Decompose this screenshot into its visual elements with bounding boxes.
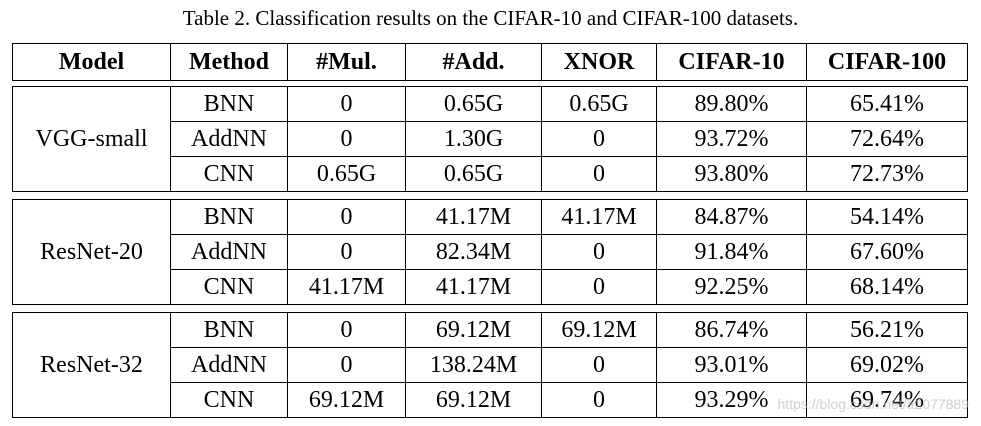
group-table-resnet-20: ResNet-20 BNN 0 41.17M 41.17M 84.87% 54.… bbox=[12, 199, 968, 305]
add-cell: 1.30G bbox=[405, 121, 542, 157]
model-cell: VGG-small bbox=[12, 86, 171, 192]
header-table: Model Method #Mul. #Add. XNOR CIFAR-10 C… bbox=[12, 43, 968, 81]
table-row: CNN 0.65G 0.65G 0 93.80% 72.73% bbox=[13, 156, 968, 192]
header-cifar100: CIFAR-100 bbox=[806, 43, 968, 81]
add-cell: 69.12M bbox=[405, 312, 542, 348]
xnor-cell: 69.12M bbox=[541, 312, 657, 348]
cifar100-cell: 56.21% bbox=[806, 312, 968, 348]
method-cell: CNN bbox=[170, 269, 288, 305]
cifar10-cell: 93.01% bbox=[656, 347, 807, 383]
cifar10-cell: 93.80% bbox=[656, 156, 807, 192]
method-cell: CNN bbox=[170, 156, 288, 192]
cifar10-cell: 93.72% bbox=[656, 121, 807, 157]
add-cell: 41.17M bbox=[405, 199, 542, 235]
cifar10-cell: 92.25% bbox=[656, 269, 807, 305]
cifar10-cell: 84.87% bbox=[656, 199, 807, 235]
xnor-cell: 41.17M bbox=[541, 199, 657, 235]
method-cell: BNN bbox=[170, 199, 288, 235]
xnor-cell: 0 bbox=[541, 269, 657, 305]
method-cell: BNN bbox=[170, 86, 288, 122]
header-cifar10: CIFAR-10 bbox=[656, 43, 807, 81]
mul-cell: 0 bbox=[287, 312, 406, 348]
model-cell: ResNet-20 bbox=[12, 199, 171, 305]
cifar100-cell: 72.64% bbox=[806, 121, 968, 157]
xnor-cell: 0 bbox=[541, 121, 657, 157]
table-row: CNN 69.12M 69.12M 0 93.29% 69.74% bbox=[13, 382, 968, 418]
cifar100-cell: 65.41% bbox=[806, 86, 968, 122]
mul-cell: 41.17M bbox=[287, 269, 406, 305]
cifar10-cell: 91.84% bbox=[656, 234, 807, 270]
add-cell: 82.34M bbox=[405, 234, 542, 270]
header-mul: #Mul. bbox=[287, 43, 406, 81]
cifar10-cell: 93.29% bbox=[656, 382, 807, 418]
add-cell: 0.65G bbox=[405, 156, 542, 192]
add-cell: 0.65G bbox=[405, 86, 542, 122]
table-row: ResNet-20 BNN 0 41.17M 41.17M 84.87% 54.… bbox=[12, 199, 968, 305]
cifar100-cell: 69.74% bbox=[806, 382, 968, 418]
table-row: AddNN 0 138.24M 0 93.01% 69.02% bbox=[13, 347, 968, 383]
header-add: #Add. bbox=[405, 43, 542, 81]
table-caption: Table 2. Classification results on the C… bbox=[182, 6, 799, 30]
header-xnor: XNOR bbox=[541, 43, 657, 81]
method-cell: AddNN bbox=[170, 347, 288, 383]
mul-cell: 0 bbox=[287, 121, 406, 157]
table-row: CNN 41.17M 41.17M 0 92.25% 68.14% bbox=[13, 269, 968, 305]
table-row: ResNet-32 BNN 0 69.12M 69.12M 86.74% 56.… bbox=[12, 312, 968, 418]
method-cell: BNN bbox=[170, 312, 288, 348]
xnor-cell: 0 bbox=[541, 156, 657, 192]
add-cell: 138.24M bbox=[405, 347, 542, 383]
method-cell: AddNN bbox=[170, 121, 288, 157]
table-row: AddNN 0 1.30G 0 93.72% 72.64% bbox=[13, 121, 968, 157]
cifar100-cell: 54.14% bbox=[806, 199, 968, 235]
xnor-cell: 0 bbox=[541, 382, 657, 418]
model-cell: ResNet-32 bbox=[12, 312, 171, 418]
mul-cell: 69.12M bbox=[287, 382, 406, 418]
header-model: Model bbox=[12, 43, 171, 81]
cifar100-cell: 69.02% bbox=[806, 347, 968, 383]
cifar100-cell: 68.14% bbox=[806, 269, 968, 305]
header-row: Model Method #Mul. #Add. XNOR CIFAR-10 C… bbox=[12, 43, 968, 81]
table-row: VGG-small BNN 0 0.65G 0.65G 89.80% 65.41… bbox=[12, 86, 968, 192]
add-cell: 41.17M bbox=[405, 269, 542, 305]
xnor-cell: 0 bbox=[541, 347, 657, 383]
table-row: AddNN 0 82.34M 0 91.84% 67.60% bbox=[13, 234, 968, 270]
cifar100-cell: 72.73% bbox=[806, 156, 968, 192]
watermark: https://blog.csdn.net/a2077889 bbox=[777, 396, 969, 412]
group-table-resnet-32: ResNet-32 BNN 0 69.12M 69.12M 86.74% 56.… bbox=[12, 312, 968, 418]
mul-cell: 0 bbox=[287, 347, 406, 383]
xnor-cell: 0.65G bbox=[541, 86, 657, 122]
mul-cell: 0 bbox=[287, 234, 406, 270]
cifar10-cell: 89.80% bbox=[656, 86, 807, 122]
mul-cell: 0 bbox=[287, 86, 406, 122]
method-cell: CNN bbox=[170, 382, 288, 418]
add-cell: 69.12M bbox=[405, 382, 542, 418]
group-table-vgg-small: VGG-small BNN 0 0.65G 0.65G 89.80% 65.41… bbox=[12, 86, 968, 192]
mul-cell: 0 bbox=[287, 199, 406, 235]
cifar100-cell: 67.60% bbox=[806, 234, 968, 270]
cifar10-cell: 86.74% bbox=[656, 312, 807, 348]
xnor-cell: 0 bbox=[541, 234, 657, 270]
header-method: Method bbox=[170, 43, 288, 81]
mul-cell: 0.65G bbox=[287, 156, 406, 192]
method-cell: AddNN bbox=[170, 234, 288, 270]
